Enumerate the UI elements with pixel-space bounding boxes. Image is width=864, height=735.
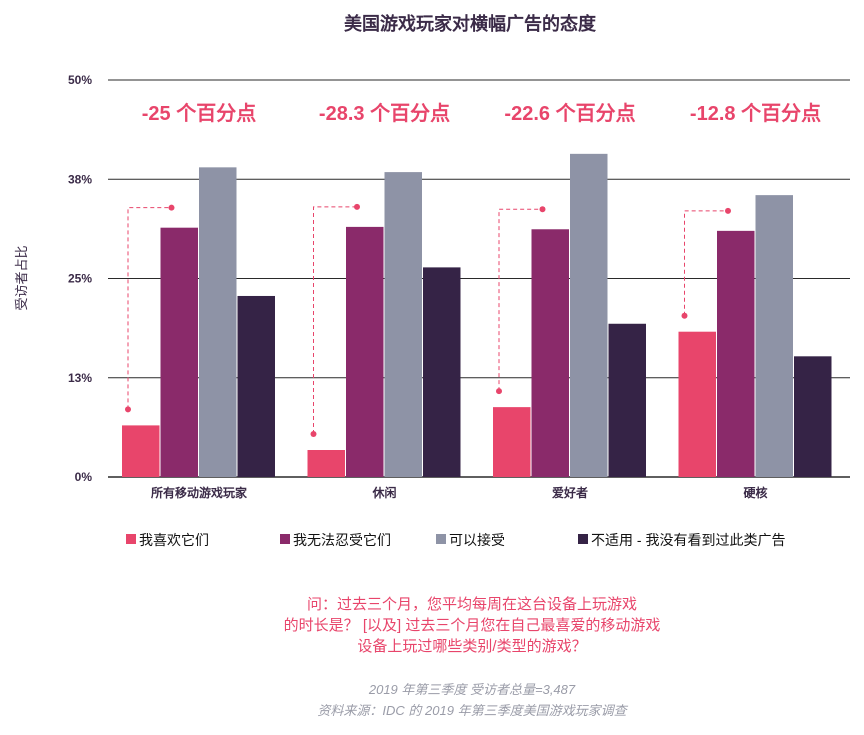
sample-size-note: 2019 年第三季度 受访者总量=3,487 (368, 682, 576, 697)
bar (531, 229, 569, 477)
legend-label: 我喜欢它们 (139, 532, 209, 548)
legend-item: 我无法忍受它们 (280, 532, 391, 548)
x-tick-label: 爱好者 (552, 485, 588, 500)
bar (493, 407, 531, 477)
y-tick-label: 25% (68, 272, 92, 286)
connector-dot (496, 388, 502, 395)
bar (384, 172, 422, 477)
legend-swatch (280, 534, 290, 544)
bar (423, 267, 461, 477)
y-tick-label: 13% (68, 371, 92, 385)
legend-item: 我喜欢它们 (126, 532, 209, 548)
y-tick-label: 50% (68, 73, 92, 87)
bar (678, 331, 716, 477)
difference-annotation: -28.3 个百分点 (319, 102, 450, 125)
chart-title: 美国游戏玩家对横幅广告的态度 (344, 13, 597, 34)
bar (717, 230, 755, 477)
legend-item: 不适用 - 我没有看到过此类广告 (578, 532, 785, 548)
bar (346, 226, 384, 477)
bar (755, 195, 793, 477)
connector-dot (310, 431, 317, 438)
y-tick-label: 38% (68, 172, 92, 186)
bar (794, 356, 832, 477)
legend-label: 我无法忍受它们 (293, 532, 391, 548)
question-line-1: 问：过去三个月，您平均每周在这台设备上玩游戏 (307, 596, 637, 613)
question-line-2: 的时长是？ [以及] 过去三个月您在自己最喜爱的移动游戏 (284, 617, 661, 634)
bar (122, 425, 160, 477)
connector-dot (168, 204, 175, 211)
bar (199, 167, 237, 477)
connector-line (498, 208, 543, 392)
x-tick-label: 所有移动游戏玩家 (151, 485, 248, 500)
legend-label: 可以接受 (449, 532, 505, 548)
difference-annotation: -25 个百分点 (142, 102, 256, 125)
difference-annotation: -22.6 个百分点 (504, 102, 635, 125)
x-tick-label: 硬核 (743, 485, 767, 500)
legend-swatch (578, 534, 588, 544)
connector-dot (539, 206, 546, 213)
x-tick-label: 休闲 (371, 485, 396, 500)
connector-line (684, 210, 728, 316)
bar (160, 227, 198, 477)
connector-dot (354, 203, 360, 210)
legend-swatch (436, 534, 446, 544)
bar (307, 450, 345, 477)
connector-dot (681, 312, 688, 319)
bar (608, 323, 646, 477)
bar (237, 295, 275, 477)
legend-item: 可以接受 (436, 532, 505, 548)
y-tick-label: 0% (75, 470, 93, 484)
legend-swatch (126, 534, 136, 544)
legend-label: 不适用 - 我没有看到过此类广告 (591, 532, 785, 548)
bar (570, 153, 608, 478)
connector-dot (725, 207, 731, 214)
y-axis-label: 受访者占比 (14, 245, 29, 310)
difference-annotation: -12.8 个百分点 (690, 102, 821, 125)
question-line-3: 设备上玩过哪些类别/类型的游戏？ (357, 638, 586, 655)
source-note: 资料来源：IDC 的 2019 年第三季度美国游戏玩家调查 (317, 703, 628, 718)
connector-dot (125, 406, 131, 413)
connector-line (313, 206, 357, 435)
